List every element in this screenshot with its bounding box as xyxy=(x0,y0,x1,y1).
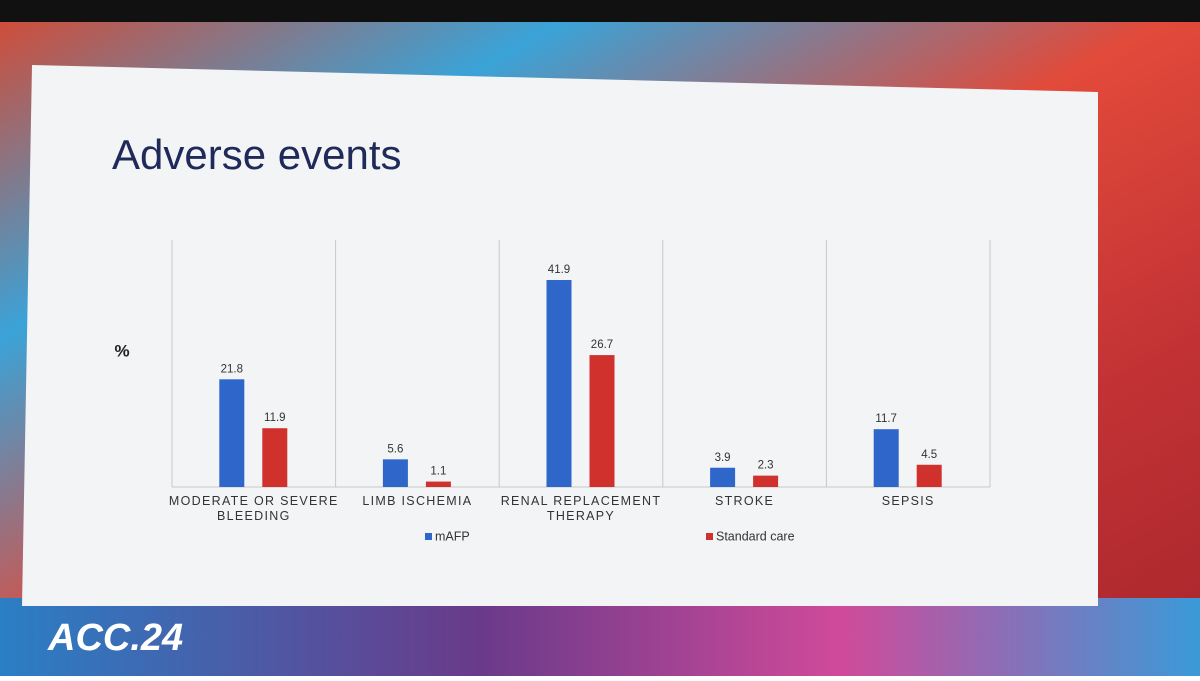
data-label: 1.1 xyxy=(430,466,446,478)
legend-label: Standard care xyxy=(716,529,795,543)
legend-swatch xyxy=(706,533,713,540)
bar xyxy=(753,475,779,487)
bar xyxy=(219,379,245,487)
event-logo: ACC.24 xyxy=(47,617,183,659)
bar xyxy=(382,459,408,487)
x-tick-label-box: SEPSIS xyxy=(881,494,935,508)
chart-title: Adverse events xyxy=(112,131,402,178)
bar xyxy=(262,428,288,487)
x-tick-label-box: LIMB ISCHEMIA xyxy=(362,494,473,508)
x-tick-label-box: MODERATE OR SEVERE BLEEDING xyxy=(168,494,339,523)
data-label: 11.9 xyxy=(264,412,286,424)
stage-band xyxy=(0,598,1200,676)
bar xyxy=(425,481,451,487)
data-label: 11.7 xyxy=(875,413,897,425)
x-tick-label: STROKE xyxy=(714,494,775,508)
bar xyxy=(873,429,899,487)
x-tick-label: LIMB ISCHEMIA xyxy=(362,494,473,508)
data-label: 5.6 xyxy=(387,443,403,455)
bar xyxy=(916,464,942,487)
data-label: 21.8 xyxy=(221,363,243,375)
data-label: 41.9 xyxy=(548,264,570,276)
legend-label: mAFP xyxy=(435,529,470,543)
data-label: 26.7 xyxy=(591,339,613,351)
y-axis-label: % xyxy=(114,341,129,360)
x-tick-label: MODERATE OR SEVERE BLEEDING xyxy=(168,494,339,523)
x-tick-label-box: RENAL REPLACEMENT THERAPY xyxy=(500,494,662,523)
data-label: 4.5 xyxy=(921,449,937,461)
bar xyxy=(710,467,736,487)
x-tick-label-box: STROKE xyxy=(714,494,775,508)
bar xyxy=(546,280,572,487)
legend-swatch xyxy=(425,533,432,540)
bar xyxy=(589,355,615,487)
x-tick-label: SEPSIS xyxy=(881,494,935,508)
ceiling xyxy=(0,0,1200,22)
data-label: 2.3 xyxy=(758,460,774,472)
data-label: 3.9 xyxy=(715,452,731,464)
x-tick-label: RENAL REPLACEMENT THERAPY xyxy=(500,494,662,523)
